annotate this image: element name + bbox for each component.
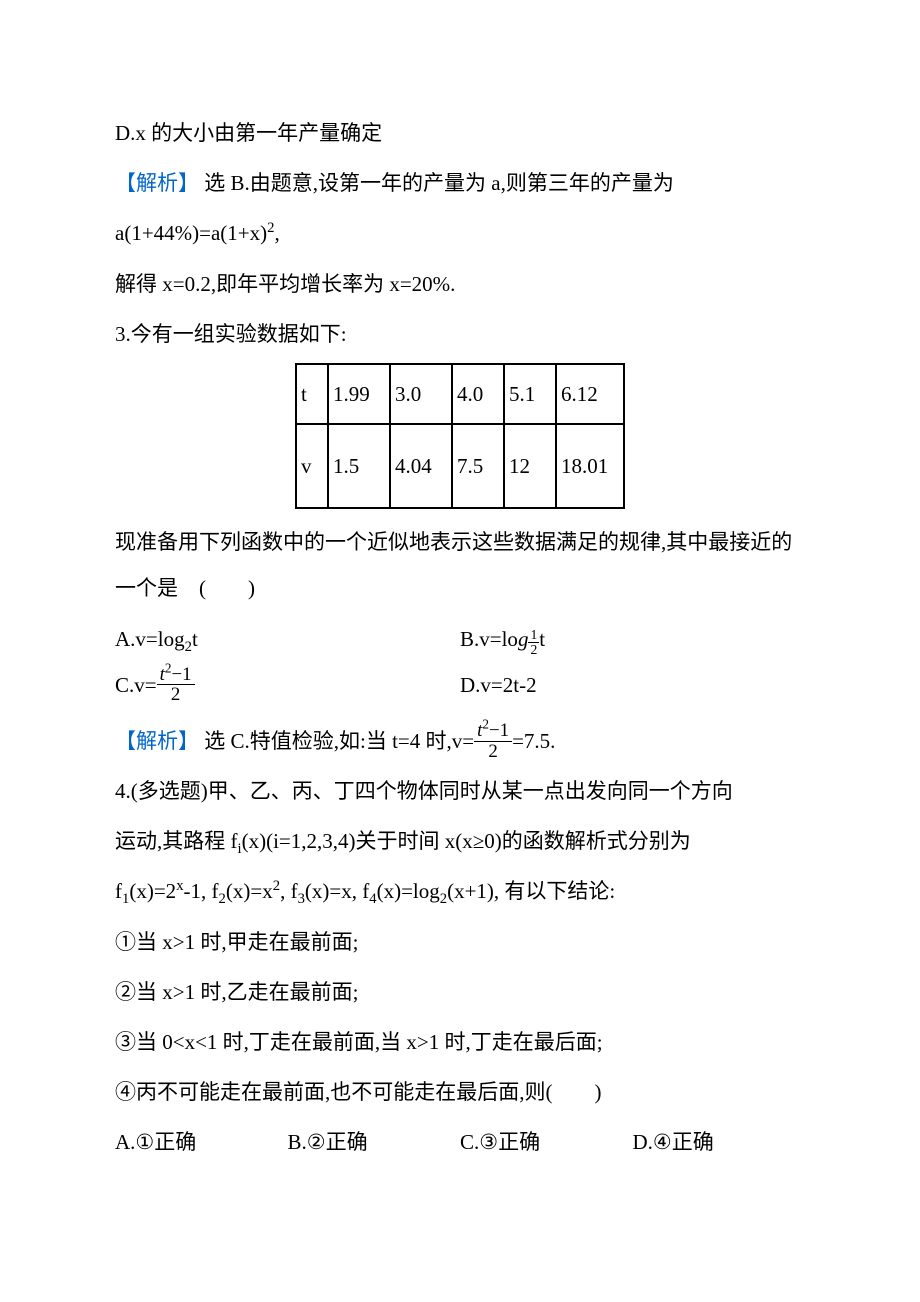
f1-mid: (x)=2 [129,879,176,903]
sol-num-post: −1 [489,720,509,741]
optC-frac: t2−12 [157,665,195,706]
q3-option-d: D.v=2t-2 [460,662,805,708]
q4-l2-mid: (x)(i=1,2,3,4)关于时间 x(x≥0)的函数解析式分别为 [242,829,691,853]
cell: 1.5 [328,424,390,508]
eq-post: , [274,221,279,245]
optC-frac-num: t2−1 [157,665,195,686]
q4-line1: 4.(多选题)甲、乙、丙、丁四个物体同时从某一点出发向同一个方向 [115,768,805,814]
f2-sup: 2 [273,878,280,894]
eq-pre: a(1+44%)=a(1+x) [115,221,267,245]
cell: 3.0 [390,364,452,424]
cell: 4.0 [452,364,504,424]
optB-post: t [539,627,545,651]
f4-sub: 4 [369,892,376,908]
f4-logsub: 2 [440,892,447,908]
optB-g: g [518,627,529,651]
q3-sol-pre: 选 C.特值检验,如:当 t=4 时,v= [199,729,474,753]
optB-frac: 12 [528,628,539,656]
f2-post: , f [280,879,298,903]
q3-options-row1: A.v=log2t B.v=log12t [115,616,805,662]
q3-option-b: B.v=log12t [460,616,805,662]
cell: v [296,424,328,508]
f1-sup: x [176,878,183,894]
cell: 18.01 [556,424,624,508]
q4-line3: f1(x)=2x-1, f2(x)=x2, f3(x)=x, f4(x)=log… [115,868,805,914]
q3-prompt: 现准备用下列函数中的一个近似地表示这些数据满足的规律,其中最接近的一个是 ( ) [115,519,805,611]
q4-stmt3: ③当 0<x<1 时,丁走在最前面,当 x>1 时,丁走在最后面; [115,1019,805,1065]
q4-option-b: B.②正确 [288,1119,461,1165]
f3-mid: (x)=x, f [305,879,369,903]
f2-sub: 2 [219,892,226,908]
q3-solution: 【解析】 选 C.特值检验,如:当 t=4 时,v=t2−12=7.5. [115,718,805,764]
optA-post: t [192,627,198,651]
solution-equation: a(1+44%)=a(1+x)2, [115,210,805,256]
q4-l2-pre: 运动,其路程 f [115,829,238,853]
f4-post: (x+1), 有以下结论: [447,879,615,903]
table-row: v 1.5 4.04 7.5 12 18.01 [296,424,624,508]
option-d-text: D.x 的大小由第一年产量确定 [115,110,805,156]
optB-pre: B.v=lo [460,627,518,651]
optC-num-post: −1 [171,664,191,685]
q4-option-d: D.④正确 [633,1119,806,1165]
q3-intro: 3.今有一组实验数据如下: [115,311,805,357]
optB-frac-num: 1 [528,628,539,643]
cell: 1.99 [328,364,390,424]
jiexi-label-2: 【解析】 [115,729,199,753]
q3-sol-frac: t2−12 [474,721,512,762]
cell: 4.04 [390,424,452,508]
q4-line2: 运动,其路程 fi(x)(i=1,2,3,4)关于时间 x(x≥0)的函数解析式… [115,818,805,864]
f4-mid: (x)=log [377,879,440,903]
data-table: t 1.99 3.0 4.0 5.1 6.12 v 1.5 4.04 7.5 1… [295,363,625,509]
solution-para-1: 【解析】 选 B.由题意,设第一年的产量为 a,则第三年的产量为 [115,160,805,206]
q3-sol-frac-den: 2 [474,742,512,762]
solution-1-text: 选 B.由题意,设第一年的产量为 a,则第三年的产量为 [199,171,674,195]
cell: 6.12 [556,364,624,424]
q3-sol-post: =7.5. [512,729,555,753]
cell: 12 [504,424,556,508]
optB-frac-den: 2 [528,643,539,657]
cell: 5.1 [504,364,556,424]
q3-options-row2: C.v=t2−12 D.v=2t-2 [115,662,805,708]
q4-option-a: A.①正确 [115,1119,288,1165]
q4-stmt2: ②当 x>1 时,乙走在最前面; [115,969,805,1015]
optA-pre: A.v=log [115,627,185,651]
f3-sub: 3 [298,892,305,908]
solution-result: 解得 x=0.2,即年平均增长率为 x=20%. [115,261,805,307]
q4-option-c: C.③正确 [460,1119,633,1165]
f1-pre: f [115,879,122,903]
optC-pre: C.v= [115,673,157,697]
cell: 7.5 [452,424,504,508]
optC-frac-den: 2 [157,685,195,705]
f2-mid: (x)=x [226,879,273,903]
table-row: t 1.99 3.0 4.0 5.1 6.12 [296,364,624,424]
optA-sub: 2 [185,639,192,655]
q4-stmt1: ①当 x>1 时,甲走在最前面; [115,919,805,965]
q4-stmt4: ④丙不可能走在最前面,也不可能走在最后面,则( ) [115,1069,805,1115]
jiexi-label: 【解析】 [115,171,199,195]
f1-post: -1, f [184,879,219,903]
document-page: D.x 的大小由第一年产量确定 【解析】 选 B.由题意,设第一年的产量为 a,… [0,0,920,1226]
q3-sol-frac-num: t2−1 [474,721,512,742]
cell: t [296,364,328,424]
sol-num-sup: 2 [482,716,489,731]
q4-options: A.①正确 B.②正确 C.③正确 D.④正确 [115,1119,805,1165]
q3-option-a: A.v=log2t [115,616,460,662]
q3-option-c: C.v=t2−12 [115,662,460,708]
